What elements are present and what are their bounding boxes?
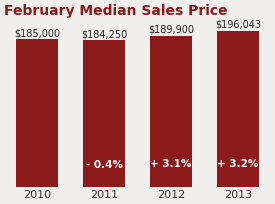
Bar — [217, 31, 259, 187]
Text: $184,250: $184,250 — [81, 29, 127, 39]
Text: $189,900: $189,900 — [148, 25, 194, 35]
Bar — [16, 39, 58, 187]
Bar — [83, 40, 125, 187]
Text: + 3.2%: + 3.2% — [217, 159, 259, 169]
Text: $196,043: $196,043 — [215, 20, 261, 30]
Text: + 3.1%: + 3.1% — [150, 159, 192, 169]
Text: February Median Sales Price: February Median Sales Price — [4, 4, 228, 18]
Text: $185,000: $185,000 — [14, 29, 60, 39]
Text: - 0.4%: - 0.4% — [86, 160, 123, 170]
Bar — [150, 35, 192, 187]
